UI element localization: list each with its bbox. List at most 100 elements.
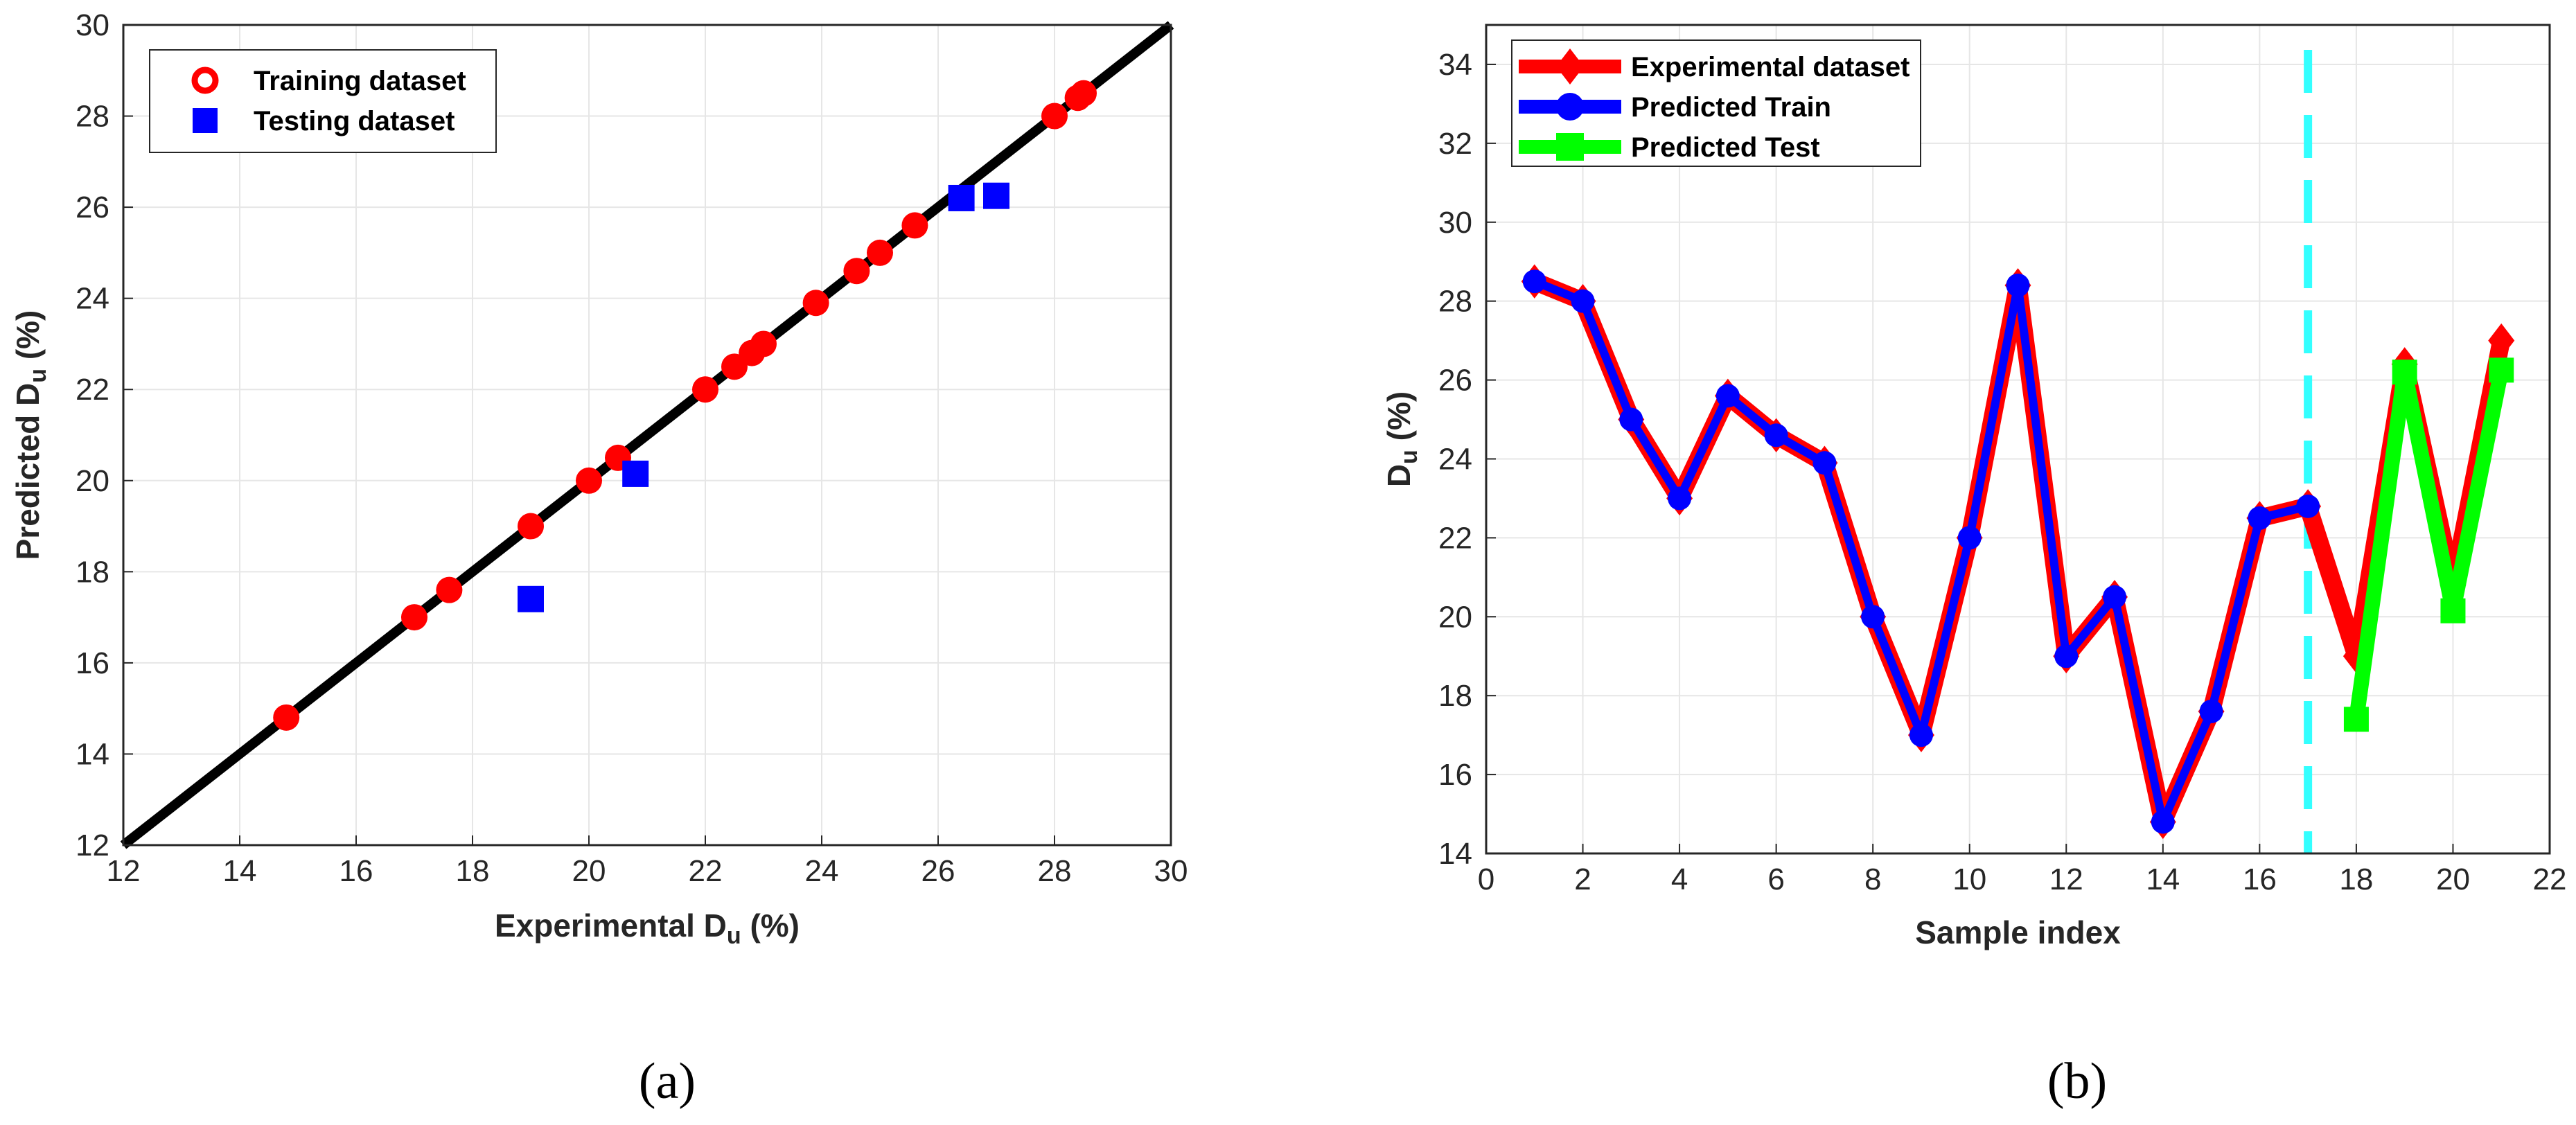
caption-b: (b) [2047,1053,2107,1110]
caption-a: (a) [639,1053,696,1110]
chart-a-y-tick-label: 22 [76,373,109,407]
training-point [692,376,718,403]
chart-a-x-tick-label: 24 [805,854,839,888]
legend-label-predicted-test: Predicted Test [1631,132,1820,163]
chart-b-y-tick-label: 14 [1438,837,1472,871]
chart-b-y-tick-label: 26 [1438,364,1472,398]
chart-b-x-tick-label: 22 [2533,862,2567,896]
legend-label-experimental: Experimental dataset [1631,52,1909,82]
legend-marker-testing [193,108,218,133]
chart-a-x-axis-label-sub: u [727,923,741,949]
chart-b-x-tick-label: 12 [2049,862,2083,896]
predicted-train-point [2199,699,2223,723]
predicted-train-point [1812,451,1837,475]
chart-b-x-axis-label-base: Sample index [1915,914,2121,950]
chart-a-y-axis-label-base: Predicted D [10,383,46,560]
chart-b-y-tick-label: 32 [1438,127,1472,161]
chart-a-x-tick-label: 20 [572,854,606,888]
training-point [750,330,777,357]
training-point [1041,103,1068,130]
chart-a-x-tick-label: 16 [339,854,373,888]
chart-a-y-tick-label: 24 [76,282,109,316]
chart-a: 12 14 16 18 20 22 24 26 28 30 12 14 16 18 20 22 24 26 28 30… [10,8,1188,949]
predicted-train-point [2006,273,2030,297]
chart-b-y-tick-label: 20 [1438,600,1472,634]
predicted-test-line [2349,364,2509,720]
predicted-train-point [1715,384,1740,408]
testing-point [518,585,544,612]
chart-b-y-tick-label: 22 [1438,521,1472,555]
predicted-train-point [2151,810,2175,834]
training-point [1070,80,1097,107]
chart-b-x-tick-label: 18 [2339,862,2373,896]
training-point [436,576,463,603]
legend-marker-training [191,67,219,94]
predicted-train-point [1619,407,1643,432]
chart-b-x-tick-label: 0 [1478,862,1494,896]
predicted-train-point [1764,423,1788,448]
predicted-train-point [2248,506,2272,530]
predicted-test-point [2440,598,2466,623]
chart-a-y-tick-label: 26 [76,191,109,224]
legend-marker-predicted-test [1556,133,1584,161]
chart-b-y-axis-label-sub: u [1396,450,1422,464]
training-point [901,212,928,239]
chart-a-y-axis-label-suffix: (%) [10,310,46,369]
chart-a-y-tick-label: 12 [76,829,109,862]
predicted-train-point [1909,723,1933,747]
predicted-test-point [2489,357,2514,383]
testing-point [622,460,649,487]
training-point [401,604,427,631]
predicted-train-point [1522,269,1546,294]
identity-line [120,21,1174,849]
predicted-train-point [1861,605,1885,629]
chart-a-legend-box [149,49,497,153]
chart-b-y-tick-label: 24 [1438,442,1472,476]
training-point [802,290,829,317]
chart-b-x-tick-label: 20 [2436,862,2470,896]
predicted-test-point [2343,707,2369,732]
chart-b-y-tick-label: 30 [1438,206,1472,240]
predicted-train-point [1571,289,1595,313]
chart-a-y-tick-label: 28 [76,100,109,134]
legend-marker-experimental [1556,48,1584,85]
predicted-train-point [2054,644,2079,668]
training-point [518,513,544,540]
chart-a-y-tick-label: 20 [76,464,109,498]
chart-a-x-axis-label: Experimental Du (%) [495,907,800,949]
predicted-train-point [1957,526,1982,550]
training-point [843,258,870,285]
training-point [273,704,300,731]
chart-a-x-tick-label: 14 [223,854,257,888]
chart-a-x-tick-label: 22 [689,854,723,888]
chart-a-x-tick-label: 12 [107,854,141,888]
training-point [867,239,893,266]
chart-b-x-tick-label: 8 [1864,862,1881,896]
chart-b-x-tick-label: 4 [1671,862,1688,896]
experimental-point [2343,639,2370,673]
chart-a-x-tick-label: 18 [456,854,490,888]
chart-a-y-tick-label: 30 [76,8,109,42]
chart-a-x-axis-label-base: Experimental D [495,907,727,944]
legend-label-predicted-train: Predicted Train [1631,92,1831,123]
chart-a-y-tick-label: 16 [76,646,109,680]
chart-a-y-tick-label: 14 [76,737,109,771]
chart-b-x-axis-label: Sample index [1915,914,2121,950]
chart-a-x-axis-label-suffix: (%) [741,907,800,944]
testing-point [983,182,1009,209]
testing-point [948,184,975,211]
predicted-test-point [2392,360,2417,385]
chart-a-x-tick-label: 28 [1038,854,1072,888]
experimental-point [2488,323,2515,358]
chart-a-y-axis-label-sub: u [25,369,51,383]
chart-b-x-tick-label: 6 [1767,862,1784,896]
chart-b-y-axis-label-base: D [1381,464,1417,487]
chart-a-axes-frame [122,24,1172,847]
chart-a-x-tick-label: 26 [921,854,955,888]
chart-b-x-tick-label: 2 [1574,862,1591,896]
chart-b-axes-frame [1485,24,2551,855]
chart-b-x-tick-label: 16 [2243,862,2277,896]
chart-b-y-tick-label: 34 [1438,48,1472,82]
legend-marker-predicted-train [1556,93,1584,121]
